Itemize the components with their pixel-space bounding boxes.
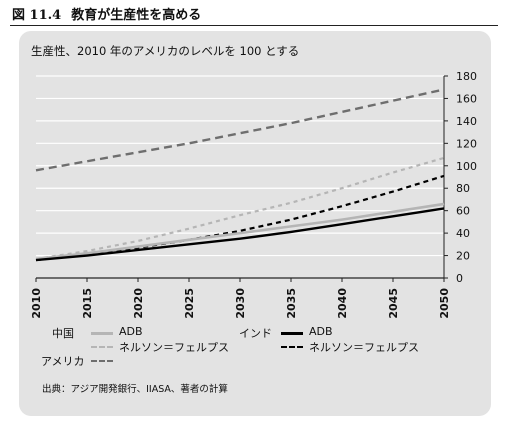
legend-india-nelson-line <box>281 346 303 348</box>
y-tick-label: 100 <box>456 160 477 173</box>
legend-china-adb-line <box>91 332 113 335</box>
legend-china-nelson-label: ネルソン＝フェルプス <box>119 341 229 354</box>
figure-title: 図 11.4 教育が生産性を高める <box>12 4 201 23</box>
series-line-usa <box>35 88 445 172</box>
x-tick-label: 2020 <box>132 288 145 319</box>
legend-usa-line <box>91 360 113 362</box>
x-tick-label: 2035 <box>285 288 298 319</box>
x-tick-label: 2015 <box>81 288 94 319</box>
y-tick-label: 80 <box>456 182 470 195</box>
figure-title-text: 教育が生産性を高める <box>71 8 202 23</box>
legend-india-adb-label: ADB <box>309 325 333 338</box>
series-line-china-nelson <box>35 156 445 261</box>
x-tick-label: 2050 <box>438 288 451 319</box>
legend-india-nelson-label: ネルソン＝フェルプス <box>309 341 419 354</box>
series-line-india-nelson <box>35 174 445 262</box>
legend-india-adb-line <box>281 332 303 335</box>
y-tick-label: 120 <box>456 137 477 150</box>
y-tick-label: 160 <box>456 92 477 105</box>
x-tick-label: 2040 <box>336 288 349 319</box>
source-note: 出典：アジア開発銀行、IIASA、著者の計算 <box>42 384 228 395</box>
y-tick-label: 0 <box>456 272 463 285</box>
legend-usa-label: アメリカ <box>41 355 85 368</box>
x-tick-label: 2025 <box>183 288 196 319</box>
chart-panel <box>19 31 491 416</box>
y-tick-label: 180 <box>456 70 477 83</box>
legend-china-adb-label: ADB <box>119 325 143 338</box>
y-tick-label: 20 <box>456 250 470 263</box>
series-line-china-adb <box>35 202 445 261</box>
chart-subtitle: 生産性、2010 年のアメリカのレベルを 100 とする <box>31 44 300 58</box>
y-tick-label: 140 <box>456 115 477 128</box>
legend-india-label: インド <box>239 327 272 340</box>
y-tick-label: 60 <box>456 205 470 218</box>
x-tick-label: 2010 <box>30 288 43 319</box>
legend-china-nelson-line <box>91 346 113 348</box>
legend-china-label: 中国 <box>52 327 74 340</box>
title-rule <box>10 25 498 26</box>
x-tick-label: 2045 <box>387 288 400 319</box>
series-line-india-adb <box>35 207 445 262</box>
figure-number: 図 11.4 <box>12 8 62 23</box>
x-tick-label: 2030 <box>234 288 247 319</box>
y-tick-label: 40 <box>456 227 470 240</box>
